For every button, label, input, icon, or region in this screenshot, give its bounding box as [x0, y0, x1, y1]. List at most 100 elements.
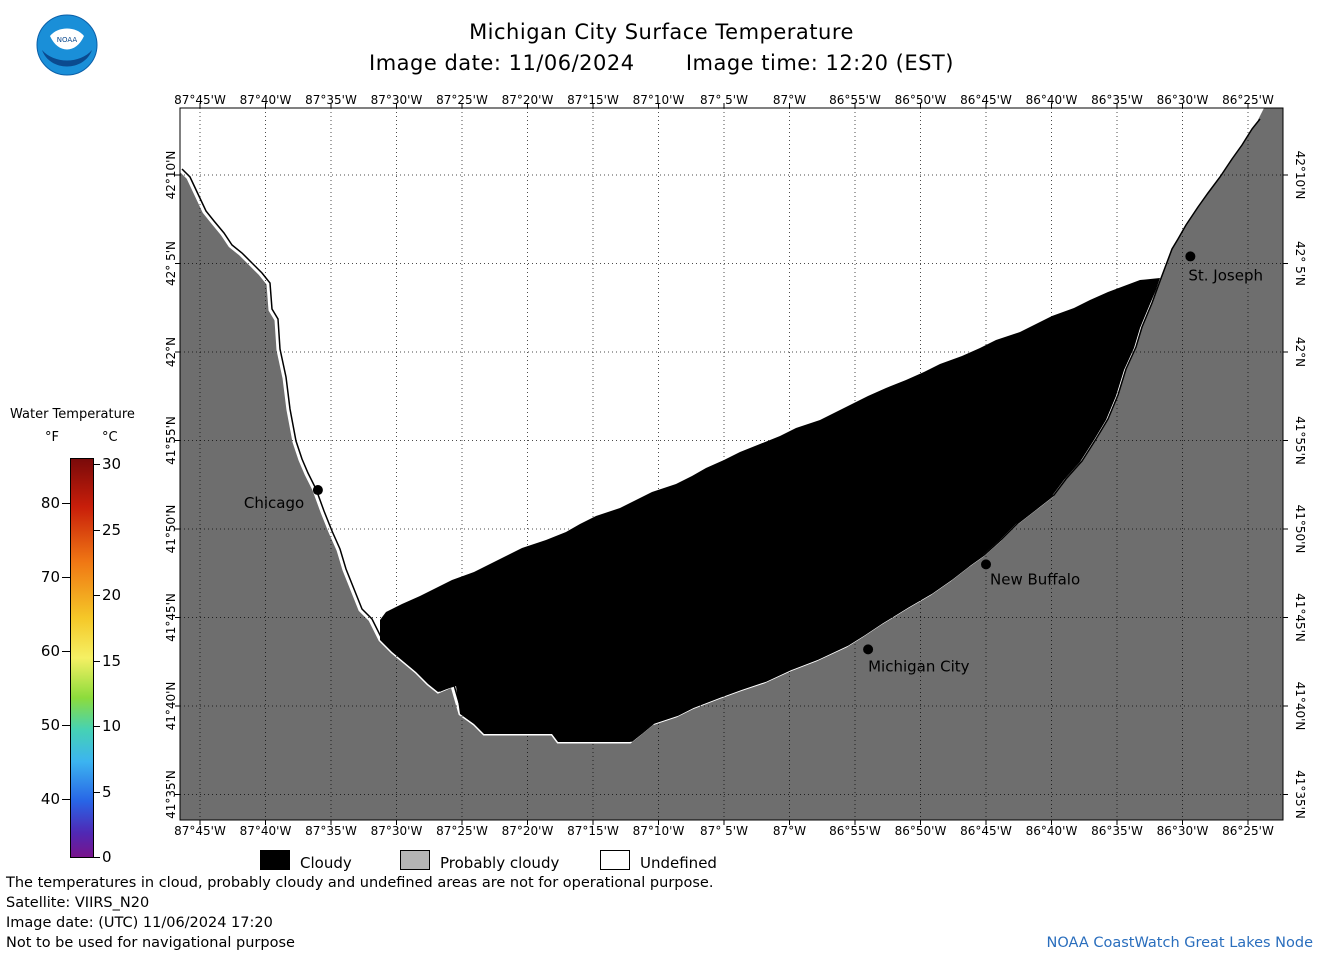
map-frame — [179, 107, 1284, 821]
lon-label-top: 86°55'W — [829, 93, 881, 107]
colorbar-f-label: 70 — [40, 568, 60, 586]
lat-label-right: 42° 5'N — [1293, 241, 1307, 286]
lon-label-bottom: 87°45'W — [174, 824, 226, 838]
note-satellite: Satellite: VIIRS_N20 — [6, 895, 150, 911]
colorbar-c-label: 30 — [102, 455, 122, 473]
lon-label-top: 86°25'W — [1222, 93, 1274, 107]
colorbar-unit-f: °F — [45, 430, 59, 445]
lon-label-bottom: 86°55'W — [829, 824, 881, 838]
colorbar-f-label: 50 — [40, 716, 60, 734]
lon-label-top: 87°30'W — [371, 93, 423, 107]
lon-label-top: 86°45'W — [960, 93, 1012, 107]
lon-label-bottom: 87°25'W — [436, 824, 488, 838]
legend-label-undefined: Undefined — [640, 854, 717, 872]
lat-label-right: 42°10'N — [1293, 151, 1307, 200]
colorbar-c-label: 15 — [102, 651, 122, 670]
lon-label-top: 87° 5'W — [700, 93, 748, 107]
lat-label-right: 41°40'N — [1293, 682, 1307, 731]
colorbar-f-tick — [62, 651, 70, 652]
lon-label-bottom: 87°15'W — [567, 824, 619, 838]
lon-label-top: 87°15'W — [567, 93, 619, 107]
lon-label-bottom: 87°W — [773, 824, 806, 838]
lon-label-top: 86°35'W — [1091, 93, 1143, 107]
lat-label-right: 42°N — [1293, 337, 1307, 367]
image-datetime: Image date: 11/06/2024 Image time: 12:20… — [0, 51, 1323, 75]
colorbar-c-tick — [94, 791, 100, 793]
lat-label-left: 42°10'N — [164, 151, 178, 200]
colorbar-c-label: 0 — [102, 848, 112, 866]
note-operational: The temperatures in cloud, probably clou… — [6, 875, 714, 891]
lat-label-right: 41°55'N — [1293, 416, 1307, 465]
colorbar-c-label: 20 — [102, 586, 122, 604]
colorbar-c-tick — [94, 464, 100, 465]
colorbar-c-label: 10 — [102, 717, 122, 735]
lon-label-top: 87°25'W — [436, 93, 488, 107]
map-layer — [178, 108, 1283, 820]
colorbar-c-label: 5 — [102, 782, 112, 801]
colorbar-f-tick — [62, 725, 70, 726]
lat-label-left: 42°N — [164, 337, 178, 367]
lat-label-left: 41°50'N — [164, 505, 178, 554]
lat-label-left: 41°40'N — [164, 682, 178, 731]
lon-label-bottom: 87° 5'W — [700, 824, 748, 838]
image-date: Image date: 11/06/2024 — [369, 51, 635, 75]
legend-label-probably-cloudy: Probably cloudy — [440, 854, 560, 872]
credit-text: NOAA CoastWatch Great Lakes Node — [1046, 935, 1313, 951]
place-label: Michigan City — [868, 657, 970, 675]
lon-label-bottom: 87°40'W — [240, 824, 292, 838]
place-label: Chicago — [244, 494, 304, 512]
lon-label-bottom: 87°20'W — [502, 824, 554, 838]
lon-label-top: 86°40'W — [1026, 93, 1078, 107]
place-label: New Buffalo — [990, 570, 1080, 588]
axis-labels: 87°45'W 87°45'W 87°40'W 87°40'W 87°35'W 87°35… — [164, 93, 1307, 838]
lon-label-top: 87°35'W — [305, 93, 357, 107]
colorbar-c-tick — [94, 595, 100, 596]
lat-label-left: 41°45'N — [164, 593, 178, 642]
colorbar-c-tick — [94, 660, 100, 662]
noaa-logo: NOAA — [36, 14, 98, 76]
colorbar-f-label: 60 — [40, 642, 60, 660]
colorbar-f-tick — [62, 577, 70, 578]
place-marker — [312, 485, 323, 496]
place-markers: Chicago Michigan City New Buffalo St. Josep… — [244, 251, 1263, 675]
note-image-date-utc: Image date: (UTC) 11/06/2024 17:20 — [6, 915, 273, 931]
map-title: Michigan City Surface Temperature — [469, 20, 854, 44]
colorbar-c-tick — [94, 726, 100, 727]
colorbar-f-label: 40 — [40, 790, 60, 808]
lon-label-bottom: 86°40'W — [1026, 824, 1078, 838]
lon-label-bottom: 86°25'W — [1222, 824, 1274, 838]
lat-label-right: 41°35'N — [1293, 770, 1307, 819]
lon-label-bottom: 87°35'W — [305, 824, 357, 838]
colorbar-c-tick — [94, 529, 100, 531]
place-label: St. Joseph — [1188, 266, 1263, 284]
place-marker — [981, 559, 991, 570]
colorbar-c-tick — [94, 857, 100, 858]
colorbar-f-label: 80 — [40, 494, 60, 512]
colorbar-unit-c: °C — [102, 430, 118, 445]
lon-label-bottom: 87°30'W — [371, 824, 423, 838]
logo-text: NOAA — [57, 36, 78, 44]
lon-label-top: 87°20'W — [502, 93, 554, 107]
place-marker — [863, 644, 874, 655]
colorbar-title: Water Temperature — [10, 407, 135, 422]
image-time: Image time: 12:20 (EST) — [685, 51, 954, 75]
lon-label-top: 86°30'W — [1157, 93, 1209, 107]
lon-label-bottom: 86°45'W — [960, 824, 1012, 838]
land-area — [180, 108, 1283, 820]
lon-label-top: 87°45'W — [174, 93, 226, 107]
cloudy-area — [380, 278, 1160, 742]
shoreline — [181, 118, 1261, 742]
lat-label-left: 41°35'N — [164, 770, 178, 819]
lon-label-bottom: 86°35'W — [1091, 824, 1143, 838]
graticule — [175, 103, 1288, 825]
lat-label-left: 42° 5'N — [164, 241, 178, 286]
lat-label-right: 41°45'N — [1293, 593, 1307, 642]
legend-label-cloudy: Cloudy — [300, 854, 352, 872]
legend-swatch-cloudy — [260, 850, 290, 870]
lon-label-top: 86°50'W — [895, 93, 947, 107]
note-navigation: Not to be used for navigational purpose — [6, 935, 295, 951]
lon-label-top: 87°40'W — [240, 93, 292, 107]
colorbar-f-tick — [62, 799, 70, 800]
lat-label-right: 41°50'N — [1293, 505, 1307, 554]
